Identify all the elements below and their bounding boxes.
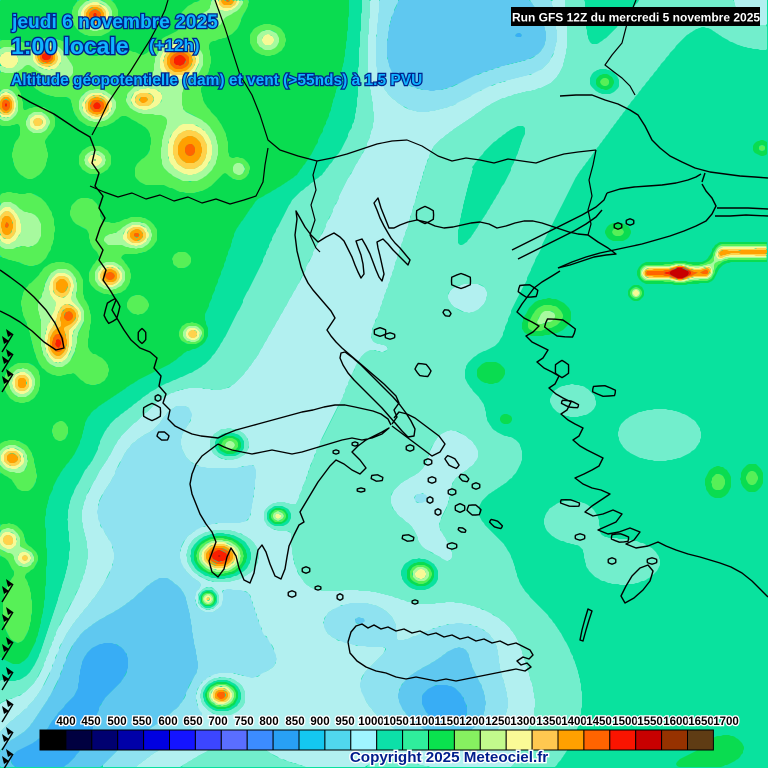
svg-text:1250: 1250 (485, 716, 511, 728)
svg-text:950: 950 (335, 716, 354, 728)
svg-text:800: 800 (259, 716, 278, 728)
svg-text:600: 600 (158, 716, 177, 728)
svg-text:1450: 1450 (586, 716, 612, 728)
svg-text:(+12h): (+12h) (149, 36, 200, 55)
svg-text:650: 650 (183, 716, 202, 728)
svg-text:Altitude géopotentielle (dam): Altitude géopotentielle (dam) et vent (>… (11, 72, 422, 89)
svg-text:1650: 1650 (688, 716, 714, 728)
svg-text:500: 500 (107, 716, 126, 728)
svg-text:900: 900 (310, 716, 329, 728)
svg-text:1050: 1050 (383, 716, 409, 728)
svg-text:850: 850 (285, 716, 304, 728)
svg-text:1100: 1100 (410, 716, 435, 728)
svg-text:1200: 1200 (459, 716, 485, 728)
svg-text:750: 750 (234, 716, 253, 728)
svg-text:1300: 1300 (510, 716, 536, 728)
svg-text:550: 550 (132, 716, 151, 728)
svg-text:700: 700 (208, 716, 227, 728)
svg-text:1150: 1150 (435, 716, 460, 728)
svg-text:1350: 1350 (536, 716, 562, 728)
svg-text:400: 400 (56, 716, 75, 728)
svg-text:1500: 1500 (612, 716, 638, 728)
svg-text:Run GFS 12Z du mercredi 5 nove: Run GFS 12Z du mercredi 5 novembre 2025 (512, 11, 760, 25)
svg-text:Copyright 2025 Meteociel.fr: Copyright 2025 Meteociel.fr (350, 749, 548, 766)
svg-text:jeudi 6 novembre 2025: jeudi 6 novembre 2025 (11, 12, 218, 33)
svg-text:1600: 1600 (663, 716, 689, 728)
svg-text:1400: 1400 (561, 716, 587, 728)
svg-text:1700: 1700 (713, 716, 739, 728)
svg-text:1:00 locale: 1:00 locale (11, 33, 129, 59)
svg-text:1550: 1550 (637, 716, 663, 728)
svg-text:1000: 1000 (358, 716, 384, 728)
svg-text:450: 450 (81, 716, 100, 728)
